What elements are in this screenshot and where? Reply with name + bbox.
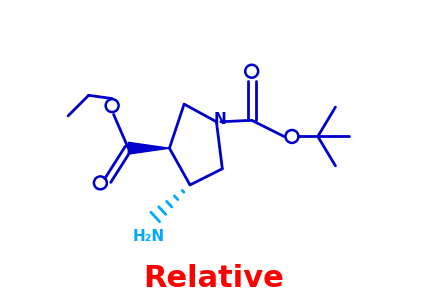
Text: N: N <box>213 112 226 127</box>
Text: Relative: Relative <box>143 265 283 293</box>
Polygon shape <box>128 142 169 154</box>
Text: H₂N: H₂N <box>132 229 164 244</box>
